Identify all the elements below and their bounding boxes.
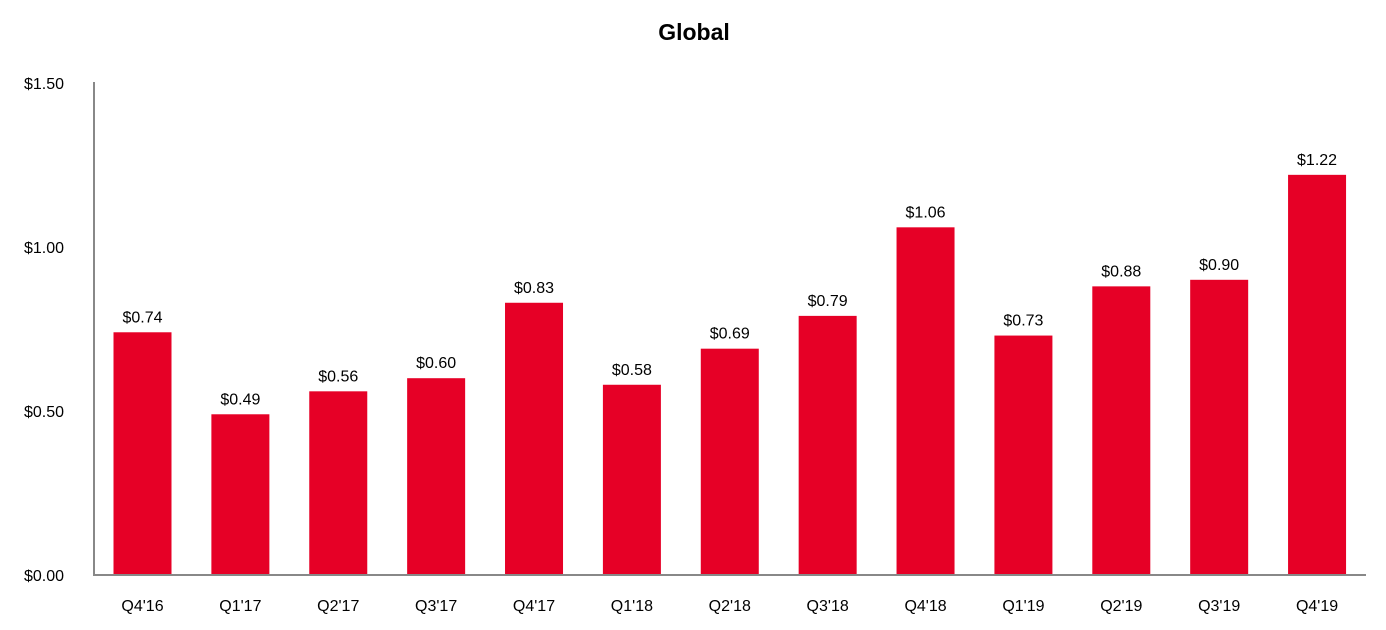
x-tick-label: Q4'16: [121, 598, 163, 615]
data-label: $1.06: [906, 204, 946, 221]
data-label: $0.69: [710, 326, 750, 343]
bar: [994, 335, 1053, 575]
bar: [1092, 286, 1151, 575]
x-tick-label: Q1'17: [219, 598, 261, 615]
x-tick-label: Q1'18: [611, 598, 653, 615]
data-label: $0.73: [1003, 313, 1043, 330]
bar: [505, 302, 564, 575]
x-tick-label: Q3'19: [1198, 598, 1240, 615]
data-label: $0.60: [416, 355, 456, 372]
data-label: $0.56: [318, 368, 358, 385]
bar: [113, 332, 172, 575]
bar: [798, 315, 857, 575]
x-tick-label: Q4'18: [904, 598, 946, 615]
x-tick-label: Q3'17: [415, 598, 457, 615]
bar: [211, 414, 270, 575]
bar: [1288, 174, 1347, 575]
bar: [700, 348, 759, 575]
x-tick-label: Q1'19: [1002, 598, 1044, 615]
data-label: $0.83: [514, 280, 554, 297]
data-label: $0.74: [122, 309, 162, 326]
x-tick-label: Q3'18: [807, 598, 849, 615]
y-tick-label: $0.00: [24, 568, 64, 585]
x-tick-label: Q4'19: [1296, 598, 1338, 615]
data-label: $1.22: [1297, 152, 1337, 169]
data-label: $0.88: [1101, 263, 1141, 280]
data-label: $0.49: [220, 391, 260, 408]
chart-title: Global: [658, 19, 730, 45]
bar: [309, 391, 368, 575]
bar: [407, 378, 466, 575]
y-tick-label: $0.50: [24, 404, 64, 421]
bar: [602, 384, 661, 575]
bar: [1190, 279, 1249, 575]
y-tick-label: $1.00: [24, 240, 64, 257]
x-tick-label: Q2'18: [709, 598, 751, 615]
data-label: $0.90: [1199, 257, 1239, 274]
x-tick-label: Q2'19: [1100, 598, 1142, 615]
data-label: $0.79: [808, 293, 848, 310]
bar: [896, 227, 955, 575]
data-label: $0.58: [612, 362, 652, 379]
x-tick-label: Q2'17: [317, 598, 359, 615]
y-tick-label: $1.50: [24, 76, 64, 93]
x-tick-label: Q4'17: [513, 598, 555, 615]
